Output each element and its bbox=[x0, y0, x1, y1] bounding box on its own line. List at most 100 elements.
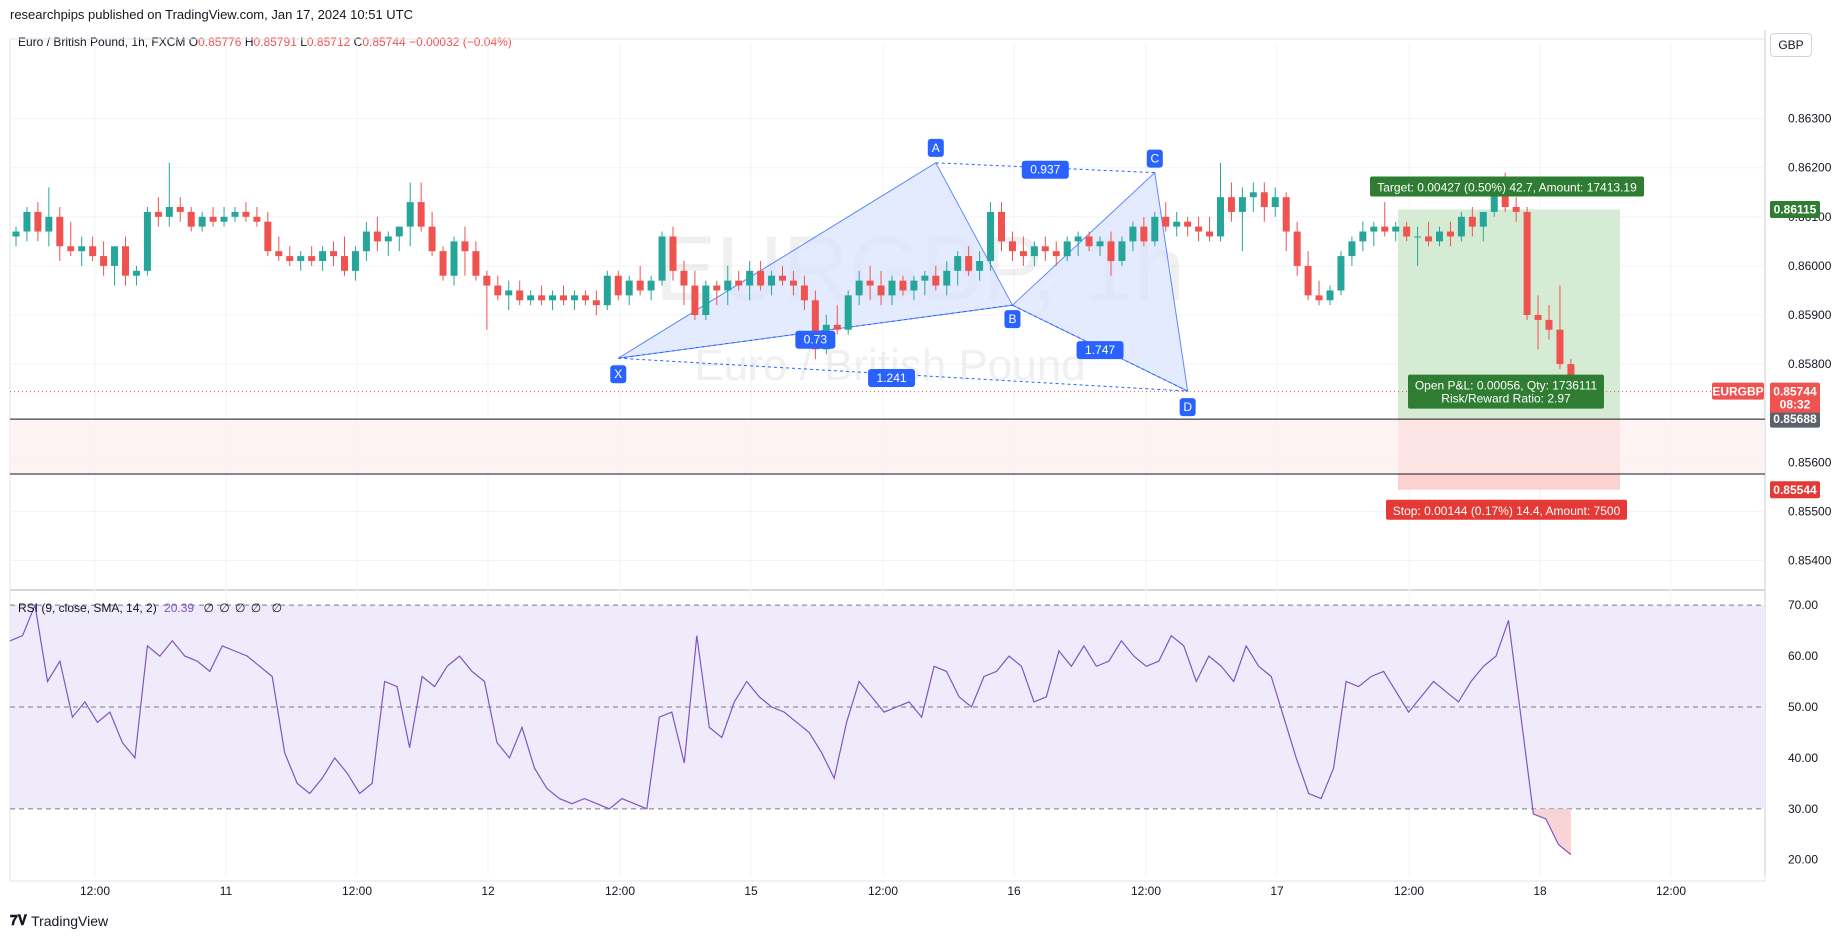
candle-body bbox=[351, 251, 359, 271]
currency-button[interactable]: GBP bbox=[1770, 33, 1812, 57]
axes: 12:00 11 12:00 12 12:00 15 12:00 16 12:00 17 12:00… bbox=[80, 112, 1832, 898]
candle-body bbox=[570, 295, 578, 301]
candle-body bbox=[932, 275, 940, 286]
target-price-label-bg bbox=[1770, 200, 1820, 218]
candle-body bbox=[888, 280, 896, 296]
x-tick-label: 12:00 bbox=[1131, 884, 1161, 898]
candle-body bbox=[362, 231, 370, 252]
candle-body bbox=[921, 275, 929, 281]
candle-body bbox=[45, 216, 53, 232]
candle-body bbox=[1293, 231, 1301, 266]
ratio-text: 0.73 bbox=[804, 333, 828, 347]
candle-body bbox=[330, 251, 338, 257]
candle-body bbox=[549, 295, 557, 301]
target-price-label-text: 0.86115 bbox=[1774, 202, 1817, 216]
candle-body bbox=[800, 285, 808, 301]
pattern-point-text: A bbox=[932, 141, 940, 155]
candle-body bbox=[1490, 192, 1498, 212]
candle-body bbox=[154, 211, 162, 217]
tradingview-logo[interactable]: 𝟕𝐕 TradingView bbox=[10, 912, 108, 929]
candle-body bbox=[1282, 197, 1290, 232]
pnl-box: Open P&L: 0.00056, Qty: 1736111Risk/Rewa… bbox=[1408, 374, 1604, 409]
candle-body bbox=[1238, 197, 1246, 212]
candle-body bbox=[1512, 207, 1520, 212]
tradingview-mark-icon: 𝟕𝐕 bbox=[10, 912, 28, 928]
candle-body bbox=[866, 280, 874, 286]
candle-body bbox=[100, 256, 108, 266]
candle-body bbox=[472, 251, 480, 276]
x-tick-label: 12:00 bbox=[1394, 884, 1424, 898]
pattern-point-box bbox=[1179, 398, 1196, 417]
rsi-oversold-fill bbox=[1533, 808, 1571, 855]
candle-body bbox=[1556, 329, 1564, 365]
ratio-box bbox=[795, 330, 836, 349]
candle-body bbox=[560, 295, 567, 301]
candlesticks bbox=[12, 162, 1575, 399]
candle-body bbox=[1436, 231, 1443, 242]
candle-body bbox=[1446, 231, 1454, 237]
publish-info: researchpips published on TradingView.co… bbox=[10, 7, 414, 22]
candle-body bbox=[680, 270, 688, 286]
candle-body bbox=[187, 211, 195, 227]
candle-body bbox=[1041, 246, 1049, 252]
candle-body bbox=[1468, 216, 1476, 227]
symbol-tag-bg bbox=[1712, 382, 1764, 400]
y-tick-label: 0.85800 bbox=[1788, 357, 1832, 371]
y-tick-label: 0.85500 bbox=[1788, 504, 1832, 518]
y-tick-label: 0.86300 bbox=[1788, 112, 1832, 126]
candle-body bbox=[910, 280, 918, 291]
candle-body bbox=[406, 202, 414, 227]
candle-body bbox=[746, 270, 754, 286]
candle-body bbox=[505, 290, 513, 296]
candle-body bbox=[1249, 192, 1257, 198]
pattern-point-c: C bbox=[1146, 149, 1163, 168]
candle-body bbox=[319, 251, 327, 261]
candle-body bbox=[242, 211, 250, 217]
stop-price-label-text: 0.85544 bbox=[1773, 483, 1817, 497]
x-tick-label: 12:00 bbox=[605, 884, 635, 898]
candle-body bbox=[1227, 197, 1235, 212]
pattern-point-d: D bbox=[1179, 398, 1196, 417]
pattern-ratio-line bbox=[618, 357, 1188, 392]
ratio-box bbox=[1076, 341, 1124, 360]
y-tick-label: 0.85400 bbox=[1788, 553, 1832, 567]
candle-body bbox=[1271, 197, 1279, 207]
y-tick-label: 0.86200 bbox=[1788, 161, 1832, 175]
ratio-xd: 1.241 bbox=[868, 368, 916, 387]
candle-body bbox=[209, 216, 217, 222]
x-tick-label: 12:00 bbox=[1656, 884, 1686, 898]
high-label: H bbox=[244, 35, 254, 49]
candle-body bbox=[78, 246, 86, 252]
y-tick-label: 0.85600 bbox=[1788, 455, 1832, 469]
rsi-tick-label: 50.00 bbox=[1788, 700, 1818, 714]
candle-body bbox=[483, 275, 491, 286]
y-tick-label: 0.85900 bbox=[1788, 308, 1832, 322]
candle-body bbox=[1359, 231, 1367, 242]
rsi-panel bbox=[9, 603, 1765, 856]
candle-body bbox=[516, 290, 524, 301]
candle-body bbox=[1315, 295, 1323, 301]
candle-body bbox=[1085, 236, 1093, 247]
candle-body bbox=[943, 270, 951, 286]
candle-body bbox=[12, 231, 20, 237]
close-label: C bbox=[353, 35, 363, 49]
candle-body bbox=[1457, 216, 1465, 237]
candle-body bbox=[1501, 192, 1509, 207]
candle-body bbox=[1217, 197, 1224, 237]
ratio-xb: 0.73 bbox=[795, 330, 836, 349]
ratio-box bbox=[868, 368, 916, 387]
candle-body bbox=[1074, 236, 1082, 242]
symbol-tag: EURGBP bbox=[1712, 382, 1764, 400]
candle-body bbox=[450, 241, 458, 276]
candle-body bbox=[1019, 251, 1027, 257]
x-tick-label: 12:00 bbox=[342, 884, 372, 898]
ratio-box bbox=[1021, 160, 1069, 179]
candle-body bbox=[954, 256, 962, 271]
x-tick-label: 15 bbox=[744, 884, 758, 898]
candle-body bbox=[779, 275, 786, 281]
candle-body bbox=[1304, 265, 1312, 296]
rsi-tick-label: 40.00 bbox=[1788, 751, 1818, 765]
candle-body bbox=[1129, 226, 1137, 242]
